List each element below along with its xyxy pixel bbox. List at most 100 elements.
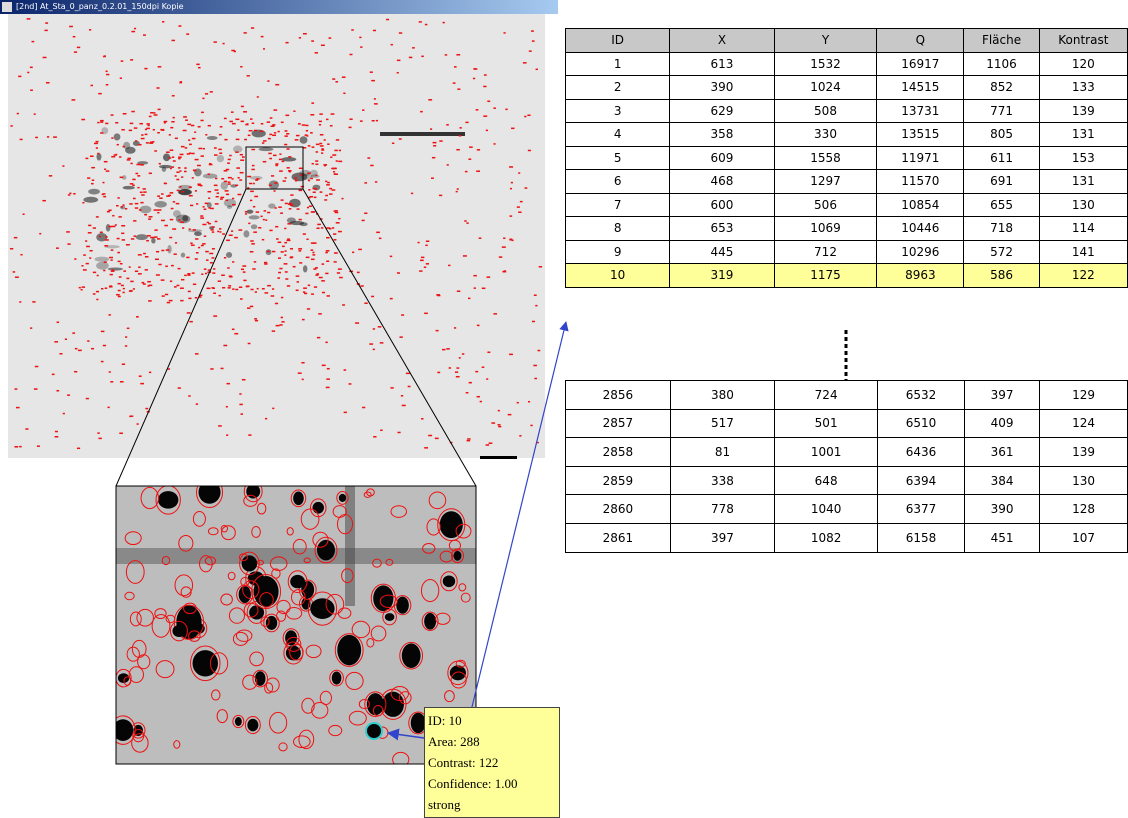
spot-marker bbox=[74, 258, 76, 260]
cell: 1175 bbox=[774, 264, 877, 288]
spot-marker bbox=[322, 263, 325, 265]
spot-marker bbox=[288, 156, 291, 158]
spot-marker bbox=[200, 215, 203, 217]
spot-marker bbox=[325, 342, 327, 344]
spot-marker bbox=[281, 122, 284, 124]
spot-marker bbox=[149, 173, 152, 175]
spot-marker bbox=[243, 271, 246, 273]
spot-marker bbox=[326, 250, 330, 252]
spot-marker bbox=[141, 282, 144, 284]
spot-marker bbox=[46, 82, 50, 84]
spot-marker bbox=[97, 122, 99, 124]
gel-smudge bbox=[151, 238, 155, 244]
spot-marker bbox=[181, 176, 183, 178]
spot-marker bbox=[468, 298, 470, 300]
spot-marker bbox=[123, 146, 126, 148]
spot-marker bbox=[189, 195, 193, 197]
spot-marker bbox=[232, 329, 235, 331]
column-header: Y bbox=[774, 29, 877, 53]
spot-marker bbox=[157, 209, 159, 211]
inset-spot bbox=[443, 575, 455, 587]
spot-marker bbox=[65, 338, 67, 340]
inset-spot bbox=[332, 672, 342, 685]
spot-marker bbox=[285, 177, 287, 179]
spot-marker bbox=[221, 275, 225, 277]
cell: 13515 bbox=[877, 123, 964, 147]
spot-marker bbox=[284, 254, 286, 256]
spot-marker bbox=[186, 257, 189, 259]
spot-marker bbox=[67, 394, 70, 396]
spot-marker bbox=[247, 307, 250, 309]
spot-marker bbox=[334, 150, 337, 152]
spot-marker bbox=[240, 413, 243, 415]
spot-marker bbox=[108, 210, 111, 212]
spot-marker bbox=[397, 272, 400, 274]
spot-marker bbox=[205, 203, 209, 205]
spot-marker bbox=[300, 174, 303, 176]
spot-marker bbox=[125, 336, 127, 338]
spot-marker bbox=[27, 72, 29, 74]
spot-marker bbox=[459, 135, 462, 137]
spot-marker bbox=[299, 37, 301, 39]
spot-marker bbox=[205, 273, 207, 275]
spot-marker bbox=[433, 145, 436, 147]
spot-marker bbox=[306, 135, 308, 137]
spot-marker bbox=[156, 251, 159, 253]
gel-smudge bbox=[266, 249, 272, 255]
spot-marker bbox=[401, 395, 403, 397]
spot-marker bbox=[310, 132, 313, 134]
spot-marker bbox=[98, 93, 102, 95]
spot-marker bbox=[332, 78, 335, 80]
spot-marker bbox=[143, 253, 146, 255]
spot-marker bbox=[242, 379, 246, 381]
table-row: 5609155811971611153 bbox=[566, 146, 1128, 170]
spot-marker bbox=[234, 333, 238, 335]
spot-marker bbox=[143, 188, 146, 190]
spot-marker bbox=[134, 235, 137, 237]
spot-marker bbox=[176, 203, 180, 205]
spot-marker bbox=[34, 388, 38, 390]
spot-marker bbox=[137, 187, 139, 189]
spot-marker bbox=[312, 252, 314, 254]
spot-marker bbox=[180, 186, 182, 188]
spot-marker bbox=[169, 157, 172, 159]
spot-marker bbox=[96, 291, 99, 293]
spot-marker bbox=[493, 107, 496, 109]
table-row: 435833013515805131 bbox=[566, 123, 1128, 147]
spot-marker bbox=[135, 271, 138, 273]
spot-marker bbox=[510, 188, 512, 190]
spot-marker bbox=[186, 33, 189, 35]
spot-marker bbox=[301, 362, 304, 364]
spot-marker bbox=[498, 410, 500, 412]
gel-smudge bbox=[268, 203, 275, 208]
spot-marker bbox=[55, 436, 59, 438]
spot-marker bbox=[178, 219, 180, 221]
spot-marker bbox=[210, 91, 213, 93]
cell: 1082 bbox=[775, 523, 878, 552]
spot-marker bbox=[294, 177, 297, 179]
cell: 131 bbox=[1039, 123, 1127, 147]
spot-marker bbox=[219, 228, 221, 230]
spot-marker bbox=[224, 139, 227, 141]
spot-marker bbox=[121, 60, 124, 62]
spot-marker bbox=[94, 143, 98, 145]
spot-marker bbox=[421, 418, 423, 420]
spot-marker bbox=[498, 424, 501, 426]
spot-marker bbox=[281, 251, 284, 253]
spot-marker bbox=[487, 276, 491, 278]
gel-smudge bbox=[96, 262, 109, 270]
spot-marker bbox=[188, 139, 190, 141]
spot-marker bbox=[205, 251, 209, 253]
spot-marker bbox=[486, 444, 490, 446]
spot-marker bbox=[103, 196, 106, 198]
spot-marker bbox=[176, 179, 179, 181]
spot-marker bbox=[327, 182, 330, 184]
spot-marker bbox=[242, 156, 245, 158]
spot-marker bbox=[487, 352, 490, 354]
spot-marker bbox=[439, 140, 442, 142]
spot-marker bbox=[147, 125, 149, 127]
spot-marker bbox=[201, 273, 203, 275]
spot-marker bbox=[290, 257, 293, 259]
spot-marker bbox=[373, 30, 376, 32]
inset-spot bbox=[239, 586, 251, 603]
